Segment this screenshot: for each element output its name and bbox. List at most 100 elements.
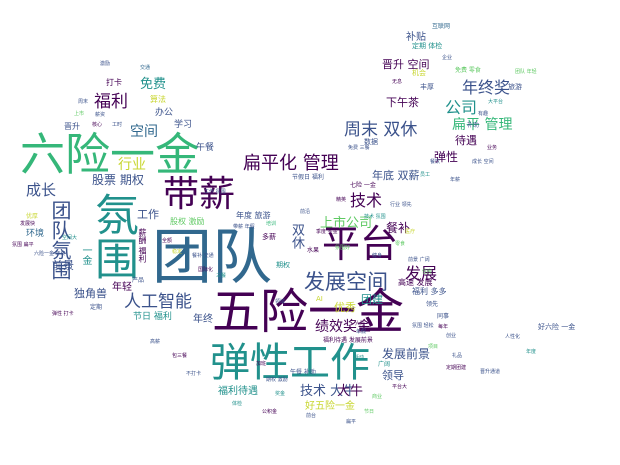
word: 福利待遇 发展前景: [323, 337, 373, 344]
word: 薪酬 福利: [138, 228, 147, 263]
word: 技术: [350, 191, 383, 210]
word: 多薪: [262, 233, 276, 241]
word: 年底 双薪: [372, 169, 420, 182]
word: 水果: [307, 247, 320, 254]
word: 节日 福利: [133, 312, 172, 322]
word: 公积金: [262, 409, 278, 415]
word: 包三餐: [172, 353, 188, 359]
word: 学习: [174, 120, 193, 130]
word: 上市公司: [320, 216, 373, 231]
word: 稳定: [172, 249, 183, 255]
word: 活动: [354, 355, 365, 361]
word: 节日: [364, 409, 375, 415]
word: 激励: [100, 61, 111, 67]
word: 周末 双休: [344, 120, 418, 140]
word: 交通: [140, 65, 151, 71]
word: 项目: [428, 344, 439, 350]
word: 空间大: [62, 235, 78, 241]
word: 行业 领先: [390, 202, 412, 208]
word: 股票 期权: [92, 173, 144, 187]
word: 补贴: [406, 32, 426, 43]
word: 前景: [52, 259, 74, 272]
word: 七险 一金: [350, 182, 376, 189]
word: 商业: [372, 394, 383, 400]
word: 零食: [395, 241, 406, 247]
word: 弹性 打卡: [52, 311, 74, 317]
word: 期权 激励: [266, 377, 288, 383]
word: 六险: [355, 321, 366, 327]
word: 团队: [152, 223, 272, 293]
word: 发展: [405, 264, 438, 283]
word: 高速 发展: [398, 278, 433, 287]
word: 办公: [155, 108, 174, 118]
word: 优厚: [26, 213, 39, 220]
word: 工时: [112, 122, 123, 128]
word: 产品: [132, 277, 145, 284]
word: 体检: [232, 401, 243, 407]
word: 股权 激励: [170, 217, 205, 226]
word: 餐饮: [430, 159, 441, 165]
word: 六险一金: [20, 128, 201, 181]
word: 打卡: [106, 78, 122, 87]
word: 精英: [336, 197, 347, 203]
word: 年薪: [450, 177, 461, 183]
word: 员工: [420, 172, 431, 178]
word: 数据: [364, 138, 378, 146]
word: 互联网: [432, 23, 451, 30]
word: 发展快: [20, 221, 36, 227]
word: 周末: [78, 99, 89, 105]
word: 餐补 交通: [192, 253, 214, 259]
word: 人性化: [505, 334, 521, 340]
word: 弹性: [434, 150, 459, 164]
word: 年假: [356, 329, 367, 335]
word: 前景 广阔: [408, 257, 430, 263]
word: 薪资: [95, 112, 106, 118]
word: 奖金: [275, 391, 286, 397]
word: 六险一金 年终: [34, 251, 66, 257]
word: 午餐 补助: [290, 369, 316, 376]
word: 技术 大牛: [300, 384, 357, 399]
word: 氛围好: [335, 245, 351, 251]
word: 五险一金: [212, 284, 405, 340]
word: 领域: [275, 299, 286, 305]
word: 平台: [322, 222, 399, 266]
word: 期权: [276, 261, 290, 269]
word: 医疗: [405, 229, 416, 235]
word: 季度 奖金: [316, 229, 338, 235]
word: 不打卡: [186, 371, 202, 377]
word: 氛围: [87, 192, 138, 280]
word: 广阔: [378, 361, 391, 368]
word: 国际化: [198, 267, 214, 273]
word: 工作 氛围: [204, 189, 226, 195]
word: 上市: [74, 111, 85, 117]
word: 福利: [94, 92, 128, 112]
word: 绩效奖金: [315, 319, 371, 335]
word: 定期: [90, 304, 103, 311]
word: 无息: [392, 79, 403, 85]
word: 扁平 管理: [452, 117, 513, 133]
word: 领先: [426, 301, 439, 308]
word: 年终: [193, 314, 213, 325]
word: 发展前景: [382, 347, 431, 361]
word: 福利 多多: [412, 287, 447, 296]
word: 团队 年轻: [515, 69, 537, 75]
word: 丰厚: [420, 83, 434, 91]
word: 优秀: [334, 301, 356, 314]
word: 住房: [422, 269, 433, 275]
word: 技术 氛围: [364, 214, 386, 220]
word: 午餐: [196, 143, 215, 153]
word: 每年: [438, 324, 449, 330]
word: 弹性工作: [210, 340, 370, 386]
word: 企业: [442, 55, 453, 61]
word: 环境: [26, 229, 45, 239]
word: 年度 旅游: [236, 211, 271, 220]
word: 行业: [118, 157, 146, 173]
word: 领导: [382, 369, 404, 382]
word: 免费 三餐: [348, 145, 370, 151]
word: 好六险 一金: [538, 323, 576, 331]
word: 算法: [150, 95, 166, 104]
word: 公司: [445, 98, 478, 117]
word: 前台: [306, 413, 317, 419]
word: 双休: [289, 223, 304, 249]
